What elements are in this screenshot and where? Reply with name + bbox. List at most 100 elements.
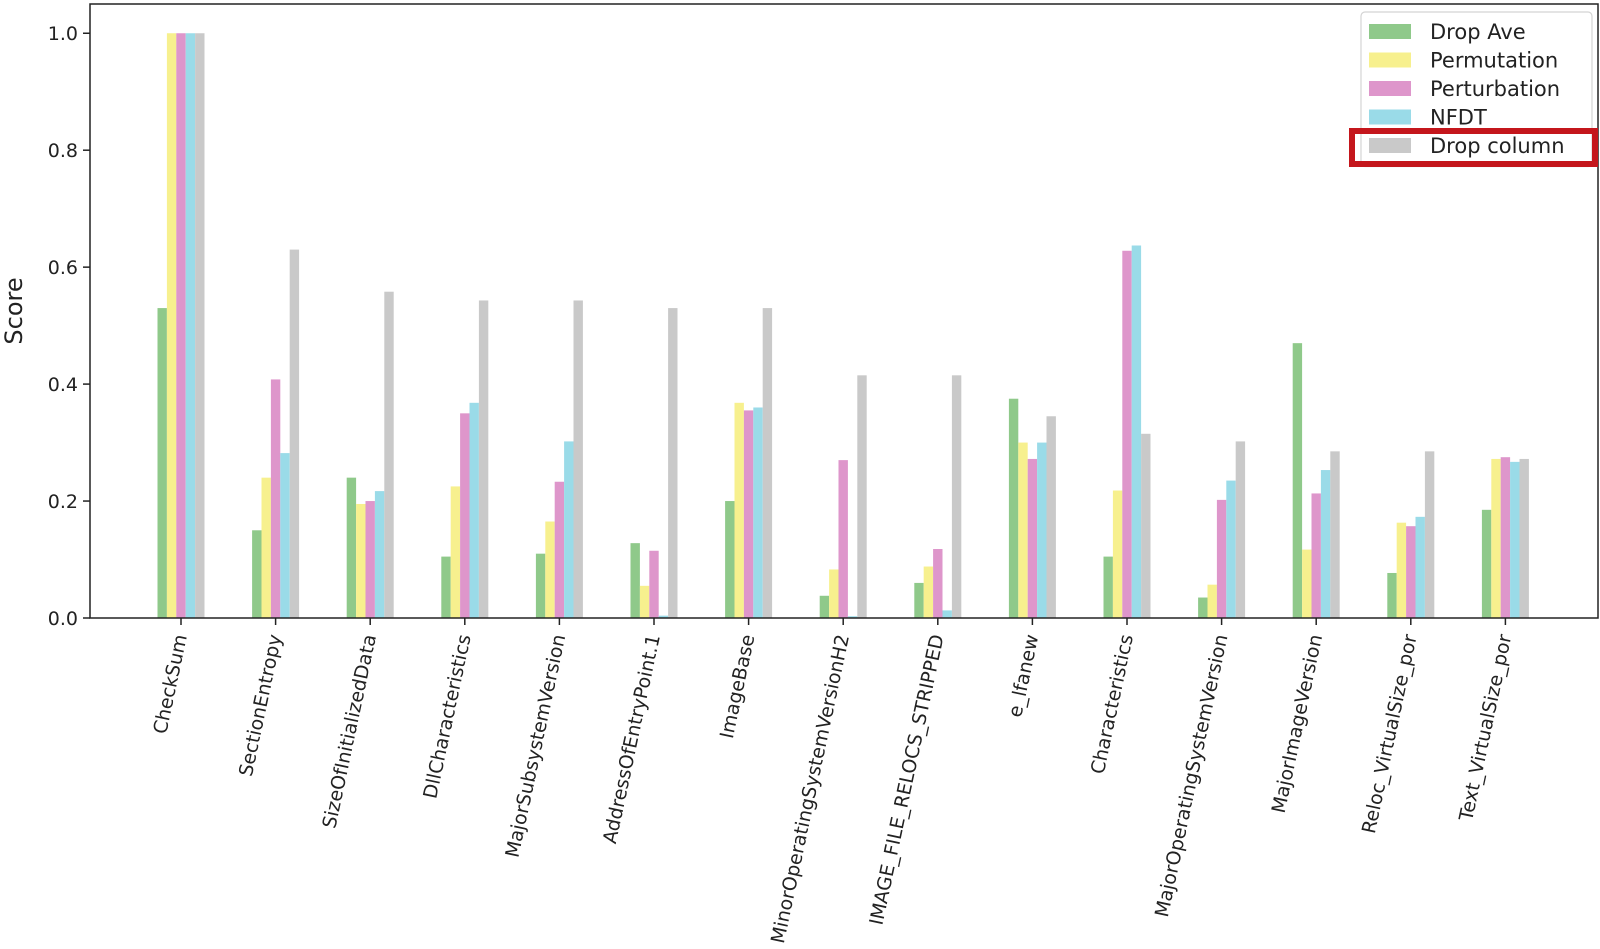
- bar-nfdt: [280, 453, 290, 618]
- bar-drop-column: [384, 291, 394, 618]
- bar-perturbation: [176, 33, 186, 618]
- bar-permutation: [545, 521, 555, 618]
- x-tick-label: DllCharacteristics: [419, 632, 475, 800]
- bar-drop-column: [762, 308, 773, 618]
- bar-drop-column: [289, 249, 300, 618]
- bar-nfdt: [564, 441, 574, 618]
- x-tick-label: MajorImageVersion: [1268, 632, 1327, 815]
- x-tick-label: ImageBase: [716, 632, 760, 740]
- bar-perturbation: [1500, 457, 1511, 618]
- bar-nfdt: [1226, 480, 1236, 618]
- y-tick-label: 0.2: [48, 491, 78, 513]
- bar-drop-column: [1330, 451, 1340, 618]
- bar-drop-column: [1235, 441, 1246, 618]
- bar-nfdt: [658, 615, 669, 618]
- x-tick-label: IMAGE_FILE_RELOCS_STRIPPED: [866, 632, 949, 927]
- legend-swatch: [1369, 109, 1411, 125]
- bar-drop-column: [857, 375, 867, 618]
- x-tick-label: Text_VirtualSize_por: [1455, 632, 1516, 824]
- bar-nfdt: [1320, 470, 1331, 618]
- bar-perturbation: [554, 481, 565, 618]
- bar-drop-ave: [1387, 572, 1397, 618]
- legend-label: Permutation: [1430, 49, 1558, 73]
- bar-drop-ave: [819, 595, 830, 618]
- bar-drop-ave: [346, 477, 357, 618]
- bar-drop-column: [478, 300, 489, 618]
- bar-perturbation: [649, 550, 659, 618]
- x-tick-label: CheckSum: [149, 632, 192, 735]
- y-tick-label: 1.0: [48, 23, 78, 45]
- bar-drop-column: [668, 308, 678, 618]
- bars-layer: [157, 33, 1529, 619]
- legend-swatch: [1369, 138, 1411, 153]
- legend-swatch: [1369, 24, 1411, 39]
- bar-nfdt: [1415, 516, 1425, 618]
- bar-permutation: [261, 477, 271, 618]
- bar-permutation: [923, 566, 934, 618]
- bar-nfdt: [1131, 245, 1142, 619]
- bar-permutation: [734, 402, 744, 618]
- bar-perturbation: [933, 548, 943, 618]
- bar-perturbation: [270, 379, 281, 618]
- bar-drop-ave: [535, 553, 546, 618]
- x-tick-label: MajorSubsystemVersion: [501, 632, 570, 859]
- bar-perturbation: [1406, 526, 1416, 618]
- legend: Drop Ave Permutation Perturbation NFDT Drop …: [1349, 11, 1598, 168]
- x-tick-label: MinorOperatingSystemVersionH2: [767, 632, 854, 945]
- bar-drop-ave: [1008, 398, 1019, 618]
- highlight-box: [1349, 128, 1598, 167]
- x-axis: CheckSum SectionEntropy SizeOfInitializedD…: [149, 618, 1516, 945]
- bar-drop-column: [573, 300, 583, 618]
- bar-nfdt: [847, 616, 858, 618]
- bar-perturbation: [460, 413, 470, 618]
- bar-drop-column: [1519, 458, 1529, 618]
- bar-nfdt: [942, 610, 952, 618]
- legend-label: NFDT: [1430, 106, 1487, 130]
- bar-drop-ave: [630, 543, 640, 618]
- bar-drop-column: [195, 33, 205, 618]
- bar-nfdt: [185, 33, 196, 618]
- bar-drop-ave: [1198, 597, 1208, 618]
- bar-perturbation: [1122, 250, 1132, 618]
- bar-drop-column: [1424, 451, 1435, 618]
- x-tick-label: SectionEntropy: [235, 632, 287, 778]
- bar-permutation: [1112, 490, 1123, 618]
- bar-nfdt: [1510, 461, 1520, 618]
- bar-drop-ave: [252, 530, 262, 618]
- bar-permutation: [450, 486, 461, 618]
- bar-drop-ave: [1103, 556, 1113, 618]
- bar-drop-column: [1046, 416, 1056, 618]
- y-axis: 0.0 0.2 0.4 0.6 0.8 1.0: [48, 23, 90, 630]
- y-tick-label: 0.6: [48, 257, 78, 279]
- y-axis-label: Score: [0, 277, 28, 344]
- bar-perturbation: [743, 410, 754, 618]
- bar-nfdt: [469, 402, 479, 618]
- x-tick-label: Characteristics: [1087, 632, 1138, 776]
- bar-permutation: [1491, 458, 1501, 618]
- bar-permutation: [1018, 442, 1028, 618]
- bar-permutation: [166, 33, 177, 618]
- legend-label: Drop Ave: [1430, 20, 1526, 44]
- x-tick-label: MajorOperatingSystemVersion: [1151, 632, 1232, 919]
- bar-drop-column: [1141, 433, 1151, 618]
- bar-nfdt: [753, 407, 763, 618]
- bar-drop-ave: [1481, 509, 1492, 618]
- legend-label: Perturbation: [1430, 77, 1560, 101]
- bar-perturbation: [1311, 493, 1321, 618]
- x-tick-label: AddressOfEntryPoint.1: [599, 632, 665, 845]
- bar-permutation: [829, 569, 839, 618]
- bar-permutation: [356, 503, 366, 618]
- bar-drop-ave: [157, 308, 167, 618]
- legend-swatch: [1369, 52, 1411, 68]
- y-tick-label: 0.4: [48, 374, 78, 396]
- bar-nfdt: [1037, 442, 1047, 618]
- x-tick-label: SizeOfInitializedData: [318, 632, 381, 830]
- bar-permutation: [1302, 549, 1312, 618]
- x-tick-label: e_lfanew: [1004, 632, 1043, 719]
- bar-permutation: [1207, 584, 1217, 618]
- bar-permutation: [639, 585, 650, 618]
- bar-perturbation: [365, 501, 375, 618]
- plot-frame: [89, 3, 1599, 619]
- bar-permutation: [1396, 522, 1407, 618]
- bar-drop-ave: [441, 556, 451, 618]
